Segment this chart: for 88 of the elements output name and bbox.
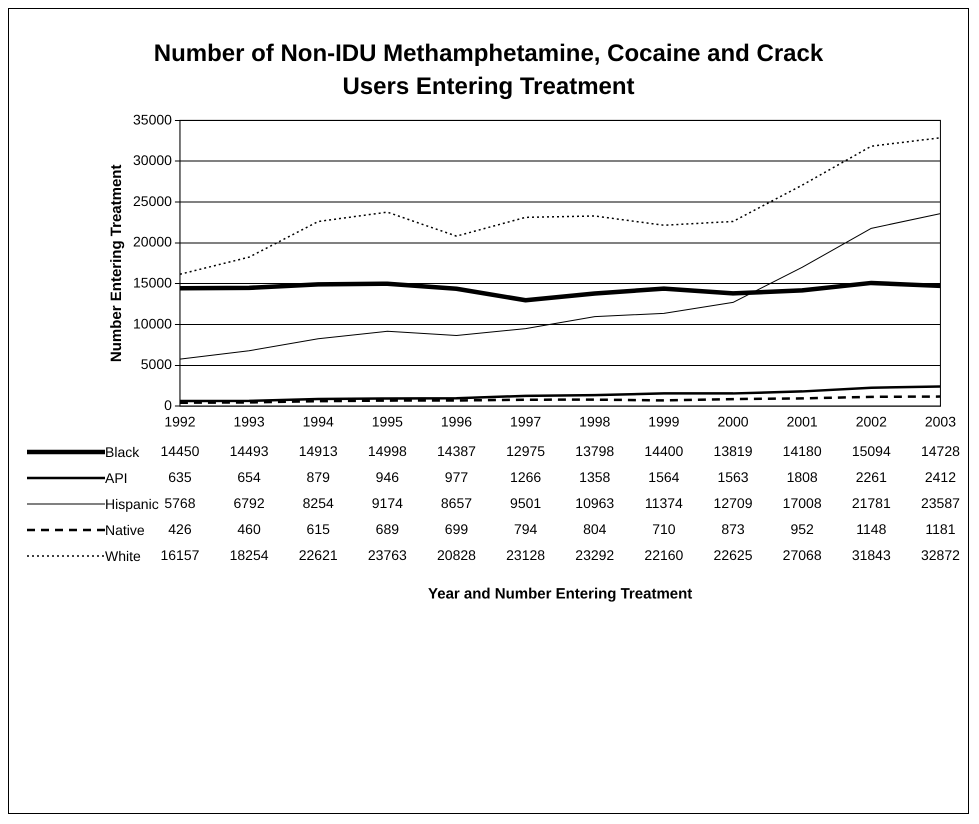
data-label: 12975 — [506, 443, 546, 460]
data-label: 654 — [237, 469, 261, 486]
data-label: 977 — [444, 469, 468, 486]
y-tick-label: 5000 — [140, 356, 172, 372]
data-label: 9501 — [510, 495, 542, 512]
data-label: 699 — [444, 521, 468, 538]
data-label: 2261 — [856, 469, 888, 486]
data-label: 426 — [168, 521, 192, 538]
data-label: 32872 — [920, 547, 960, 564]
data-label: 14493 — [230, 443, 269, 460]
data-label: 6792 — [233, 495, 265, 512]
data-label: 20828 — [437, 547, 476, 564]
y-tick-label: 25000 — [132, 192, 172, 209]
x-tick-label: 2003 — [924, 413, 956, 430]
y-tick-label: 20000 — [132, 234, 172, 250]
x-tick-label: 1993 — [233, 413, 265, 430]
y-tick-label: 30000 — [132, 152, 172, 168]
data-label: 14450 — [160, 443, 200, 460]
data-label: 879 — [306, 469, 330, 486]
data-label: 1563 — [717, 469, 749, 486]
y-axis-title: Number Entering Treatment — [108, 164, 126, 362]
data-label: 1808 — [786, 469, 818, 486]
legend-label: Black — [105, 444, 140, 460]
x-tick-label: 1997 — [510, 413, 542, 430]
data-label: 710 — [652, 521, 676, 538]
data-label: 12709 — [714, 495, 753, 512]
y-tick-label: 15000 — [132, 274, 172, 291]
data-label: 15094 — [852, 443, 891, 460]
x-tick-label: 1992 — [164, 413, 196, 430]
data-label: 22621 — [298, 547, 338, 564]
data-label: 23763 — [368, 547, 408, 564]
data-label: 11374 — [644, 495, 684, 512]
y-tick-label: 0 — [164, 397, 172, 414]
x-tick-label: 2002 — [856, 413, 888, 430]
data-label: 13819 — [714, 443, 753, 460]
x-tick-label: 1998 — [579, 413, 611, 430]
data-label: 14913 — [298, 443, 338, 460]
data-label: 460 — [237, 521, 261, 538]
data-label: 635 — [168, 469, 192, 486]
y-tick-label: 10000 — [132, 315, 172, 332]
x-tick-label: 2001 — [786, 413, 818, 430]
x-tick-label: 2000 — [717, 413, 749, 430]
data-label: 1181 — [925, 521, 956, 538]
data-label: 16157 — [160, 547, 200, 564]
data-label: 873 — [721, 521, 745, 538]
data-label: 21781 — [852, 495, 891, 512]
data-label: 1358 — [579, 469, 611, 486]
data-label: 22625 — [714, 547, 753, 564]
x-tick-label: 1996 — [440, 413, 472, 430]
data-label: 1564 — [648, 469, 680, 486]
data-label: 5768 — [164, 495, 196, 512]
data-label: 23587 — [920, 495, 960, 512]
data-label: 22160 — [644, 547, 684, 564]
legend-label: API — [105, 470, 128, 486]
data-label: 9174 — [372, 495, 404, 512]
data-label: 946 — [376, 469, 400, 486]
x-tick-label: 1995 — [372, 413, 404, 430]
data-label: 1148 — [856, 521, 887, 538]
data-label: 615 — [306, 521, 330, 538]
data-label: 23292 — [575, 547, 614, 564]
data-label: 14998 — [368, 443, 408, 460]
chart-title: Number of Non-IDU Methamphetamine, Cocaine and Crack Users Entering Treatment — [152, 39, 824, 102]
data-label: 23128 — [506, 547, 546, 564]
data-label: 8657 — [440, 495, 472, 512]
data-label: 8254 — [302, 495, 334, 512]
data-label: 14387 — [437, 443, 476, 460]
data-label: 10963 — [575, 495, 614, 512]
data-label: 13798 — [575, 443, 614, 460]
data-label: 689 — [376, 521, 400, 538]
text: Year and Number Entering Treatment — [428, 585, 692, 602]
legend-label: White — [105, 548, 141, 564]
legend-label: Hispanic — [105, 496, 159, 512]
data-label: 31843 — [852, 547, 891, 564]
data-label: 794 — [514, 521, 538, 538]
data-label: 804 — [583, 521, 607, 538]
data-label: 1266 — [510, 469, 542, 486]
data-label: 2412 — [924, 469, 956, 486]
y-tick-label: 35000 — [132, 111, 172, 128]
data-label: 27068 — [782, 547, 822, 564]
x-tick-label: 1994 — [302, 413, 334, 430]
data-label: 14728 — [920, 443, 960, 460]
legend-label: Native — [105, 522, 145, 538]
data-label: 17008 — [782, 495, 822, 512]
data-label: 18254 — [230, 547, 269, 564]
data-label: 952 — [790, 521, 814, 538]
data-label: 14180 — [782, 443, 822, 460]
data-label: 14400 — [644, 443, 684, 460]
x-tick-label: 1999 — [648, 413, 680, 430]
